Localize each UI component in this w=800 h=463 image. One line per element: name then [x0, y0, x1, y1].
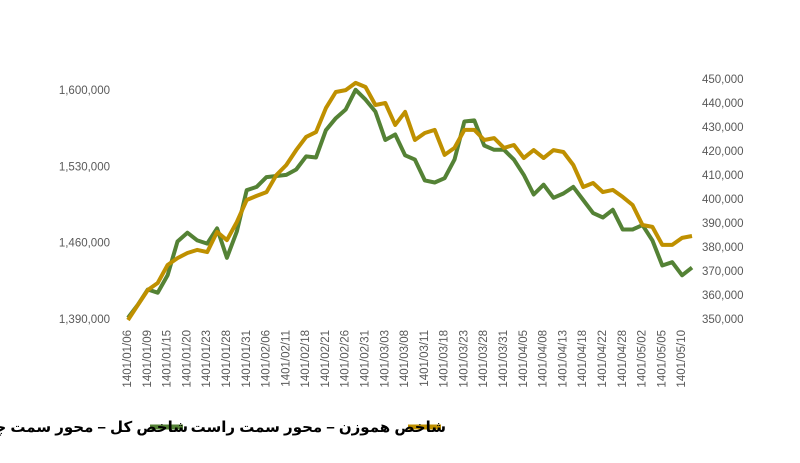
x-tick-label: 1401/01/23 [201, 330, 213, 388]
x-tick-label: 1401/03/18 [439, 330, 451, 388]
x-tick-label: 1401/01/15 [162, 330, 174, 388]
x-tick-label: 1401/04/22 [597, 330, 609, 388]
x-tick-label: 1401/04/05 [518, 330, 530, 388]
x-tick-label: 1401/03/11 [419, 330, 431, 387]
x-tick-label: 1401/03/08 [399, 330, 411, 388]
x-tick-label: 1401/01/28 [221, 330, 233, 388]
x-tick-label: 1401/04/28 [617, 330, 629, 388]
x-tick-label: 1401/02/26 [340, 330, 352, 388]
series-line [126, 87, 694, 320]
y2-tick-label: 390,000 [702, 218, 744, 230]
y2-tick-label: 350,000 [702, 314, 744, 326]
y2-tick-label: 380,000 [702, 242, 744, 254]
y2-tick-label: 400,000 [702, 194, 744, 206]
x-tick-label: 1401/02/21 [320, 330, 332, 388]
x-tick-label: 1401/02/18 [300, 330, 312, 388]
legend-label: شاخص کل – محور سمت چپ [0, 419, 188, 437]
x-tick-label: 1401/04/13 [557, 330, 569, 388]
y2-tick-label: 370,000 [702, 266, 744, 278]
series-line [126, 80, 693, 322]
x-tick-label: 1401/04/08 [538, 330, 550, 388]
x-tick-label: 1401/02/31 [360, 330, 372, 388]
y-tick-label: 1,460,000 [59, 238, 110, 250]
x-tick-label: 1401/05/10 [676, 330, 688, 388]
legend-label: شاخص هموزن – محور سمت راست [191, 419, 446, 436]
x-tick-label: 1401/03/31 [498, 330, 510, 388]
y-tick-label: 1,390,000 [59, 314, 110, 326]
y2-tick-label: 450,000 [702, 74, 744, 86]
x-tick-label: 1401/01/06 [122, 330, 134, 388]
x-tick-label: 1401/02/06 [261, 330, 273, 388]
y-tick-label: 1,600,000 [59, 85, 110, 97]
y-tick-label: 1,530,000 [59, 161, 110, 173]
x-tick-label: 1401/03/03 [379, 330, 391, 388]
x-tick-label: 1401/04/18 [577, 330, 589, 388]
y2-tick-label: 360,000 [702, 290, 744, 302]
x-tick-label: 1401/01/09 [142, 330, 154, 388]
y2-tick-label: 410,000 [702, 170, 744, 182]
x-tick-label: 1401/05/02 [637, 330, 649, 388]
y2-tick-label: 440,000 [702, 98, 744, 110]
x-tick-label: 1401/02/11 [280, 330, 292, 387]
y2-tick-label: 420,000 [702, 146, 744, 158]
x-tick-label: 1401/01/31 [241, 330, 253, 388]
y2-tick-label: 430,000 [702, 122, 744, 134]
x-tick-label: 1401/03/28 [478, 330, 490, 388]
x-tick-label: 1401/01/20 [181, 330, 193, 388]
x-tick-label: 1401/05/05 [656, 330, 668, 388]
x-tick-label: 1401/03/23 [458, 330, 470, 388]
